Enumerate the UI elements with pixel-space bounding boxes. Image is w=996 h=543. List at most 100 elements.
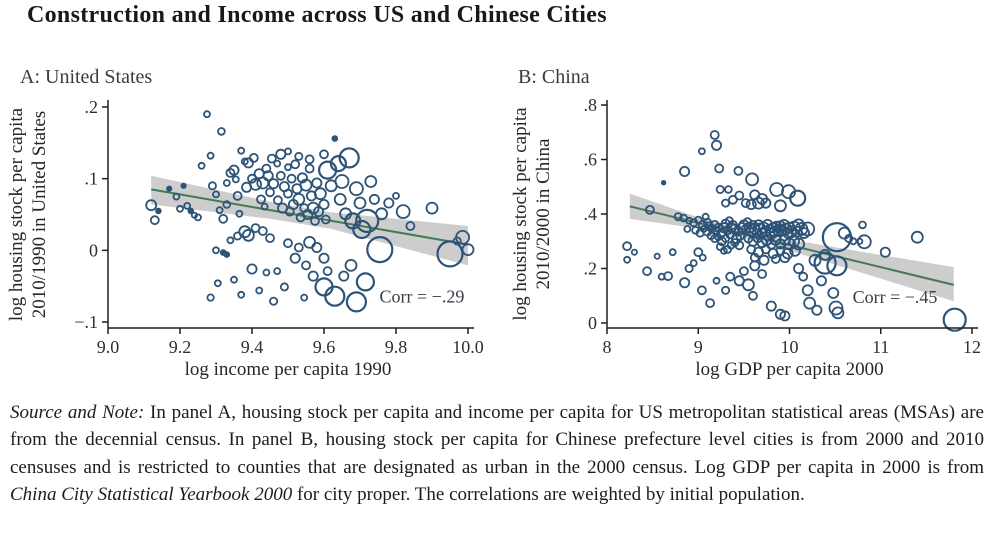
- x-tick-label: 8: [603, 337, 612, 357]
- y-axis-title-line: 2010/2000 in China: [533, 138, 554, 290]
- y-axis-title-line: 2010/1990 in United States: [29, 111, 50, 318]
- data-bubble: [803, 296, 817, 310]
- data-bubble: [269, 296, 279, 306]
- data-bubble: [256, 176, 270, 190]
- data-bubble: [452, 236, 462, 246]
- y-tick-label: .2: [85, 97, 99, 117]
- data-bubble: [779, 310, 791, 322]
- data-bubble: [668, 248, 677, 257]
- y-tick-label: .4: [584, 204, 598, 224]
- y-tick-label: 0: [89, 240, 98, 260]
- data-bubble: [837, 226, 851, 240]
- data-bubble: [242, 157, 254, 169]
- data-bubble: [727, 194, 738, 205]
- data-bubble: [301, 260, 311, 271]
- data-bubble: [231, 175, 240, 184]
- data-bubble: [307, 270, 319, 282]
- data-bubble: [792, 218, 806, 232]
- y-axis-title-line: log housing stock per capita: [510, 107, 531, 321]
- data-bubble: [293, 242, 304, 253]
- data-bubble: [879, 246, 891, 258]
- data-bubble: [724, 185, 733, 194]
- data-bubble: [760, 197, 772, 209]
- data-bubble: [145, 199, 158, 212]
- data-bubble: [383, 197, 395, 209]
- x-tick-label: 12: [963, 337, 981, 357]
- data-bubble: [304, 154, 315, 165]
- data-bubble: [232, 190, 243, 201]
- data-bubble: [218, 213, 229, 224]
- data-bubble: [725, 271, 736, 282]
- data-bubble: [273, 267, 282, 276]
- regression-line: [151, 188, 469, 246]
- data-bubble: [217, 127, 226, 136]
- data-bubble: [206, 151, 215, 160]
- data-bubble: [260, 202, 269, 211]
- data-bubble: [237, 146, 246, 155]
- data-bubble: [368, 193, 380, 205]
- source-note: Source and Note: In panel A, housing sto…: [10, 402, 984, 506]
- data-bubble: [813, 251, 837, 275]
- x-tick-label: 10.0: [452, 337, 484, 357]
- data-bubble: [318, 198, 330, 210]
- data-bubble: [286, 173, 297, 184]
- data-bubble: [353, 196, 367, 210]
- data-bubble: [705, 298, 716, 309]
- data-bubble: [684, 263, 694, 273]
- figure-title: Construction and Income across US and Ch…: [27, 2, 607, 28]
- data-bubble: [176, 204, 184, 213]
- data-bubble: [324, 285, 346, 307]
- x-tick-label: 9.0: [97, 337, 120, 357]
- data-bubble: [461, 243, 475, 257]
- data-bubble: [395, 204, 411, 220]
- data-bubble: [296, 172, 308, 184]
- data-bubble: [405, 221, 416, 231]
- x-axis-title: log income per capita 1990: [185, 359, 392, 380]
- panel-label: A: United States: [20, 66, 152, 88]
- data-bubble: [294, 151, 304, 161]
- data-bubble: [679, 277, 691, 289]
- data-bubble: [207, 181, 217, 191]
- data-bubble: [292, 192, 306, 206]
- data-bubble: [375, 207, 389, 221]
- data-bubble: [821, 222, 852, 253]
- data-bubble: [304, 163, 315, 174]
- data-bubble: [149, 215, 160, 226]
- data-bubble: [800, 221, 816, 237]
- data-bubble: [352, 219, 372, 240]
- data-bubble: [644, 204, 655, 215]
- data-bubble: [858, 220, 867, 230]
- data-bubble: [685, 216, 694, 225]
- data-bubble: [284, 163, 292, 172]
- y-tick-label: .6: [584, 150, 598, 170]
- y-tick-label: .1: [85, 169, 99, 189]
- data-bubble: [256, 194, 266, 205]
- data-bubble: [313, 206, 325, 218]
- x-tick-label: 9.2: [169, 337, 192, 357]
- data-bubble: [811, 304, 823, 316]
- data-bubble: [222, 179, 231, 187]
- data-bubble: [262, 268, 271, 277]
- confidence-band: [151, 175, 468, 266]
- data-bubble: [738, 266, 749, 277]
- data-bubble: [348, 181, 364, 197]
- data-bubble: [345, 291, 367, 313]
- data-bubble: [206, 293, 215, 302]
- correlation-annotation: Corr = −.45: [853, 287, 938, 307]
- data-bubble: [268, 178, 280, 190]
- data-bubble: [194, 213, 202, 222]
- data-bubble: [261, 163, 272, 174]
- panel-label: B: China: [518, 66, 590, 88]
- data-bubble: [197, 161, 206, 170]
- data-bubble: [722, 244, 732, 254]
- data-bubble: [215, 206, 224, 215]
- data-bubble: [255, 286, 264, 295]
- y-tick-label: .2: [584, 259, 598, 279]
- data-bubble: [275, 170, 286, 181]
- x-tick-label: 9.6: [313, 337, 336, 357]
- data-bubble: [338, 270, 350, 282]
- data-bubble: [310, 215, 320, 226]
- data-bubble: [741, 278, 755, 292]
- data-bubble: [257, 226, 268, 236]
